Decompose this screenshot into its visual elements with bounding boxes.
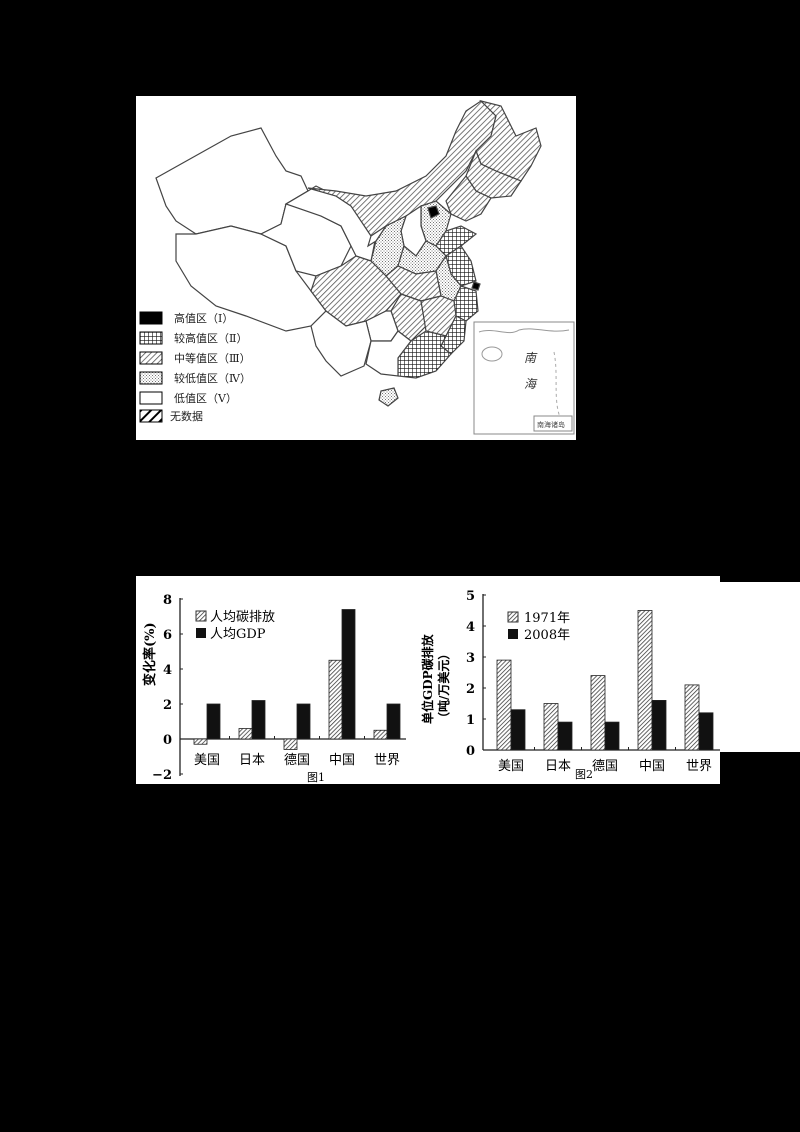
legend-item-high: 高值区（Ⅰ） [139,311,233,325]
map-legend: 高值区（Ⅰ） 较高值区（Ⅱ） 中等值区（Ⅲ） 较低值区（Ⅳ） 低值区（Ⅴ） 无数… [139,311,251,423]
bar-series-2 [604,721,620,751]
chart-1-legend: 人均碳排放 人均GDP [195,610,275,642]
chart-2-legend: 1971年 2008年 [507,611,570,643]
svg-text:1971年: 1971年 [524,611,570,626]
province-guangdong [397,330,452,379]
charts-svg: 变化率(%) −2 0 2 4 6 8 美国 日本 德国 中国 世界 人均碳排放 人均GDP 图1… [142,589,720,784]
chart-1-bars [193,609,401,750]
chart-2-category-labels: 美国 日本 德国 中国 世界 [498,759,712,774]
china-map: 高值区（Ⅰ） 较高值区（Ⅱ） 中等值区（Ⅲ） 较低值区（Ⅳ） 低值区（Ⅴ） 无数… [139,99,575,435]
svg-text:较低值区（Ⅳ）: 较低值区（Ⅳ） [174,371,251,385]
bar-series-1 [684,684,700,751]
bar-series-2 [206,703,221,740]
y-tick-label: 2 [466,682,475,697]
legend-item-medium: 中等值区（Ⅲ） [139,351,251,365]
category-label: 德国 [284,753,310,768]
y-tick-label: −2 [152,768,172,783]
bar-series-2 [698,712,714,751]
chart-1-ylabel: 变化率(%) [142,622,158,686]
bar-series-1 [543,703,559,751]
bar-series-2 [341,609,356,740]
bar-series-1 [283,738,298,750]
y-tick-label: 3 [466,651,475,666]
province-hainan [378,387,399,407]
svg-text:人均GDP: 人均GDP [210,627,266,642]
svg-text:低值区（Ⅴ）: 低值区（Ⅴ） [174,392,237,405]
charts-panel: 变化率(%) −2 0 2 4 6 8 美国 日本 德国 中国 世界 人均碳排放 人均GDP 图1… [136,576,720,784]
y-tick-label: 2 [163,698,172,713]
svg-text:较高值区（Ⅱ）: 较高值区（Ⅱ） [174,331,247,345]
bar-series-2 [386,703,401,740]
bar-series-2 [651,700,667,751]
bar-series-1 [496,659,512,751]
chart-1-y-ticks: −2 0 2 4 6 8 [152,593,183,783]
svg-text:中等值区（Ⅲ）: 中等值区（Ⅲ） [174,351,251,365]
provinces [155,99,542,407]
bar-series-1 [637,610,653,751]
chart-1-category-labels: 美国 日本 德国 中国 世界 [194,753,400,768]
bar-series-1 [373,729,388,740]
y-tick-label: 8 [163,593,172,608]
chart-2-ylabel-line1: 单位GDP碳排放 [420,633,435,724]
svg-text:海: 海 [524,377,538,391]
south-china-sea-inset: 南 海 南海诸岛 [473,321,575,435]
y-tick-label: 6 [163,628,172,643]
bar-series-1 [238,728,253,740]
category-label: 美国 [498,759,524,774]
category-label: 日本 [239,753,265,768]
legend-item-no-data: 无数据 [139,409,203,423]
province-heilongjiang [475,99,542,182]
svg-text:南海诸岛: 南海诸岛 [537,420,565,429]
y-tick-label: 0 [466,744,475,759]
bar-series-1 [193,738,208,745]
charts-panel-right-extension [720,582,800,752]
y-tick-label: 4 [163,663,172,678]
province-yunnan [310,310,372,377]
svg-text:南: 南 [524,351,538,365]
category-label: 中国 [639,759,665,774]
chart-2-carbon-per-gdp: 单位GDP碳排放 （吨/万美元） 0 1 2 3 4 5 美国 日本 德国 中国 世界 1971年… [420,589,720,781]
province-guangxi [365,330,412,377]
chart-2-ylabel-line2: （吨/万美元） [436,648,451,724]
province-ningxia [366,225,387,248]
bar-series-2 [296,703,311,740]
chart-1-per-capita-change: 变化率(%) −2 0 2 4 6 8 美国 日本 德国 中国 世界 人均碳排放 人均GDP 图1 [142,593,406,784]
legend-item-relatively-low: 较低值区（Ⅳ） [139,371,251,385]
y-tick-label: 4 [466,620,475,635]
category-label: 世界 [374,753,400,768]
province-beijing [427,205,440,219]
category-label: 日本 [545,759,571,774]
province-shanghai [471,281,481,291]
bar-series-1 [328,659,343,740]
chart-1-title: 图1 [307,771,325,784]
chart-2-title: 图2 [575,768,593,781]
legend-item-relatively-high: 较高值区（Ⅱ） [139,331,247,345]
category-label: 德国 [592,759,618,774]
svg-text:无数据: 无数据 [170,409,203,423]
category-label: 中国 [329,753,355,768]
category-label: 美国 [194,753,220,768]
svg-text:2008年: 2008年 [524,628,570,643]
chart-2-bars [496,610,714,751]
bar-series-2 [251,700,266,740]
y-tick-label: 1 [466,713,475,728]
bar-series-1 [590,675,606,751]
bar-series-2 [557,721,573,751]
legend-item-low: 低值区（Ⅴ） [139,391,237,405]
category-label: 世界 [686,759,712,774]
bar-series-2 [510,709,526,751]
china-map-panel: 高值区（Ⅰ） 较高值区（Ⅱ） 中等值区（Ⅲ） 较低值区（Ⅳ） 低值区（Ⅴ） 无数… [136,96,576,440]
y-tick-label: 0 [163,733,172,748]
svg-text:高值区（Ⅰ）: 高值区（Ⅰ） [174,311,233,325]
svg-text:人均碳排放: 人均碳排放 [210,610,275,625]
y-tick-label: 5 [466,589,475,604]
province-liaoning [445,174,492,222]
